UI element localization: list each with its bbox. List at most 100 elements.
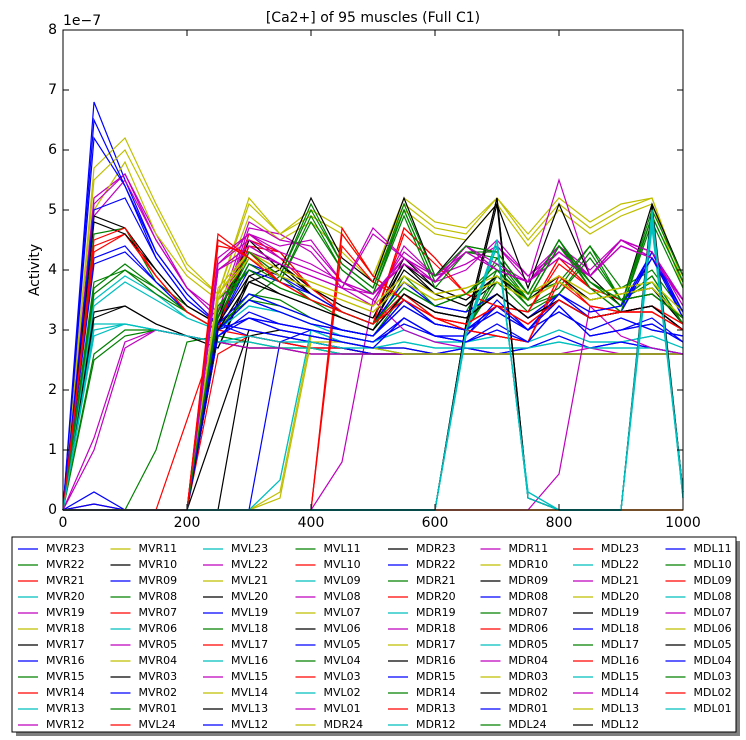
legend-label: MVL13 xyxy=(231,702,268,715)
y-tick-label: 3 xyxy=(48,322,57,338)
legend-label: MDR17 xyxy=(416,638,456,651)
legend-label: MDR14 xyxy=(416,686,456,699)
legend-label: MDL16 xyxy=(601,654,639,667)
legend-label: MVL09 xyxy=(324,574,361,587)
legend-label: MDL15 xyxy=(601,670,639,683)
legend-label: MVR14 xyxy=(46,686,85,699)
legend-label: MVR12 xyxy=(46,718,85,731)
legend-label: MVR07 xyxy=(139,606,178,619)
y-axis-label: Activity xyxy=(27,244,43,296)
legend-label: MDL19 xyxy=(601,606,639,619)
y-tick-label: 4 xyxy=(48,262,57,278)
chart-title: [Ca2+] of 95 muscles (Full C1) xyxy=(266,10,480,26)
y-tick-label: 2 xyxy=(48,382,57,398)
legend-label: MVR23 xyxy=(46,542,85,555)
legend-label: MDL03 xyxy=(694,670,732,683)
legend-label: MDL17 xyxy=(601,638,639,651)
legend-label: MDR18 xyxy=(416,622,456,635)
legend-label: MDR24 xyxy=(324,718,364,731)
legend-label: MVR22 xyxy=(46,558,85,571)
x-tick-label: 200 xyxy=(174,515,201,531)
legend-label: MVL18 xyxy=(231,622,268,635)
legend-label: MVL08 xyxy=(324,590,361,603)
legend-label: MVR06 xyxy=(139,622,178,635)
x-tick-label: 800 xyxy=(546,515,573,531)
legend-label: MVR11 xyxy=(139,542,178,555)
legend-label: MVL07 xyxy=(324,606,361,619)
legend-label: MVR16 xyxy=(46,654,85,667)
legend-label: MVR09 xyxy=(139,574,178,587)
legend-label: MDR11 xyxy=(509,542,549,555)
legend-label: MDL07 xyxy=(694,606,732,619)
legend-label: MDR02 xyxy=(509,686,549,699)
legend-label: MVL11 xyxy=(324,542,361,555)
legend-label: MVR13 xyxy=(46,702,85,715)
y-tick-label: 6 xyxy=(48,142,57,158)
legend-label: MDR03 xyxy=(509,670,549,683)
legend-label: MVR19 xyxy=(46,606,85,619)
legend-label: MVL06 xyxy=(324,622,361,635)
legend-label: MDL23 xyxy=(601,542,639,555)
legend-label: MVL04 xyxy=(324,654,361,667)
y-tick-label: 0 xyxy=(48,502,57,518)
y-tick-label: 1 xyxy=(48,442,57,458)
legend-label: MDR04 xyxy=(509,654,549,667)
legend-label: MDR08 xyxy=(509,590,549,603)
legend-label: MVL24 xyxy=(139,718,176,731)
legend-label: MDL13 xyxy=(601,702,639,715)
legend-box xyxy=(11,536,737,733)
y-tick-label: 8 xyxy=(48,22,57,38)
legend-label: MDR15 xyxy=(416,670,456,683)
legend-label: MDR13 xyxy=(416,702,456,715)
y-tick-label: 7 xyxy=(48,82,57,98)
legend-label: MVR03 xyxy=(139,670,178,683)
legend-label: MDL05 xyxy=(694,638,732,651)
legend-label: MVR02 xyxy=(139,686,178,699)
legend-label: MVL19 xyxy=(231,606,268,619)
x-tick-label: 600 xyxy=(422,515,449,531)
legend-label: MVL01 xyxy=(324,702,361,715)
legend-label: MDL02 xyxy=(694,686,732,699)
legend-label: MVR21 xyxy=(46,574,85,587)
legend-label: MDR23 xyxy=(416,542,456,555)
legend-label: MDR10 xyxy=(509,558,549,571)
legend-label: MDL10 xyxy=(694,558,732,571)
legend-label: MVR01 xyxy=(139,702,178,715)
legend-label: MVL20 xyxy=(231,590,268,603)
legend-label: MVR15 xyxy=(46,670,85,683)
legend-label: MDL18 xyxy=(601,622,639,635)
legend: MVR23 MVR22 MVR21 MVR20 MVR19 MVR18 MVR17 MVR16… xyxy=(18,542,732,731)
x-tick-label: 1000 xyxy=(665,515,701,531)
legend-label: MDL24 xyxy=(509,718,547,731)
legend-label: MVL02 xyxy=(324,686,361,699)
legend-label: MVR05 xyxy=(139,638,178,651)
ticks: 0 200 400 600 800 1000 0 1 2 3 4 5 6 7 8 xyxy=(48,22,701,531)
legend-label: MDL14 xyxy=(601,686,639,699)
legend-label: MDL22 xyxy=(601,558,639,571)
x-tick-label: 0 xyxy=(59,515,68,531)
legend-label: MDR20 xyxy=(416,590,456,603)
legend-label: MVL17 xyxy=(231,638,268,651)
legend-label: MDL01 xyxy=(694,702,732,715)
legend-label: MDL09 xyxy=(694,574,732,587)
legend-label: MDR09 xyxy=(509,574,549,587)
legend-label: MVL16 xyxy=(231,654,268,667)
legend-label: MDL04 xyxy=(694,654,732,667)
x-tick-label: 400 xyxy=(298,515,325,531)
y-offset-text: 1e−7 xyxy=(63,13,101,29)
legend-label: MVR20 xyxy=(46,590,85,603)
legend-label: MDR19 xyxy=(416,606,456,619)
y-tick-label: 5 xyxy=(48,202,57,218)
legend-label: MDL11 xyxy=(694,542,732,555)
legend-label: MDR05 xyxy=(509,638,549,651)
legend-label: MVL03 xyxy=(324,670,361,683)
legend-label: MDR06 xyxy=(509,622,549,635)
legend-label: MDL08 xyxy=(694,590,732,603)
legend-label: MVR08 xyxy=(139,590,178,603)
legend-label: MDL20 xyxy=(601,590,639,603)
legend-label: MDR07 xyxy=(509,606,549,619)
legend-label: MDR16 xyxy=(416,654,456,667)
legend-label: MVL21 xyxy=(231,574,268,587)
legend-label: MVL14 xyxy=(231,686,268,699)
